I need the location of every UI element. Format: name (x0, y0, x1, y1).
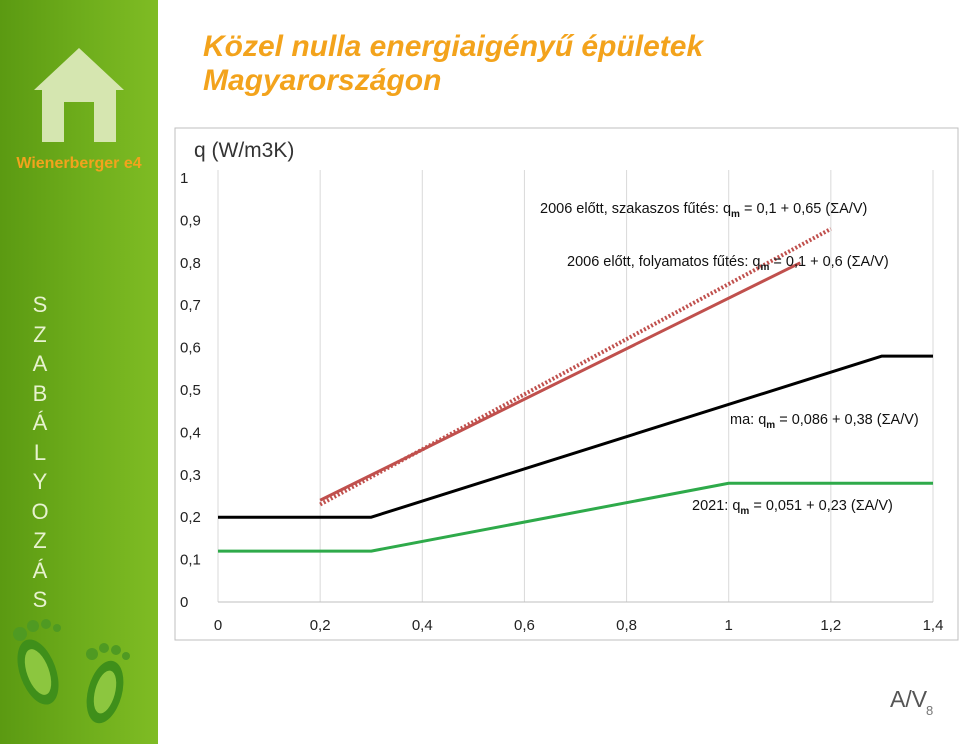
annotation-3: 2021: qm = 0,051 + 0,23 (ΣA/V) (692, 498, 893, 517)
annotation-formula: = 0,051 + 0,23 (ΣA/V) (749, 498, 893, 514)
y-tick-label: 0,5 (180, 382, 201, 399)
y-tick-label: 0,3 (180, 467, 201, 484)
annotation-formula: = 0,1 + 0,65 (ΣA/V) (740, 201, 867, 217)
vertical-letter: A (32, 351, 48, 376)
y-tick-label: 0,7 (180, 297, 201, 314)
annotation-2: ma: qm = 0,086 + 0,38 (ΣA/V) (730, 412, 919, 431)
slide-title: Közel nulla energiaigényű épületek Magya… (203, 30, 703, 98)
y-tick-label: 0,8 (180, 255, 201, 272)
annotation-subscript: m (760, 262, 769, 273)
footprints-icon (13, 619, 130, 724)
annotation-subscript: m (731, 209, 740, 220)
annotation-text: 2021: q (692, 498, 740, 514)
vertical-letter: S (32, 292, 48, 317)
vertical-letter: S (32, 587, 48, 612)
x-tick-label: 0,8 (616, 617, 637, 634)
y-tick-label: 0,1 (180, 552, 201, 569)
vertical-letter: O (31, 498, 49, 524)
x-tick-label: 0,6 (514, 617, 535, 634)
y-tick-label: 0,4 (180, 424, 201, 441)
y-tick-label: 1 (180, 170, 188, 187)
brand-label: Wienerberger e4 (16, 155, 142, 172)
house-logo-icon (34, 48, 124, 142)
y-tick-label: 0,6 (180, 340, 201, 357)
slide-number: 8 (926, 703, 934, 718)
annotation-formula: = 0,086 + 0,38 (ΣA/V) (775, 412, 919, 428)
vertical-letter: L (33, 439, 47, 465)
annotation-1: 2006 előtt, folyamatos fűtés: qm = 0,1 +… (567, 254, 889, 273)
vertical-letter: Á (32, 410, 48, 435)
x-axis-label: A/V (890, 686, 928, 712)
plot-frame (174, 127, 959, 641)
y-axis-label: q (W/m3K) (194, 139, 294, 162)
annotation-text: 2006 előtt, szakaszos fűtés: q (540, 201, 731, 217)
x-tick-label: 1 (725, 617, 733, 634)
vertical-letter: Z (33, 528, 47, 553)
series-line-current (218, 354, 933, 519)
x-tick-label: 0 (214, 617, 222, 634)
title-line-2: Magyarországon (203, 64, 442, 97)
y-tick-label: 0,2 (180, 509, 201, 526)
y-tick-label: 0 (180, 594, 188, 611)
annotation-formula: = 0,1 + 0,6 (ΣA/V) (769, 254, 888, 270)
annotation-0: 2006 előtt, szakaszos fűtés: qm = 0,1 + … (540, 201, 867, 220)
vertical-letter: Y (32, 469, 48, 494)
y-tick-label: 0,9 (180, 212, 201, 229)
annotation-subscript: m (766, 420, 775, 431)
vertical-letter: Z (33, 321, 47, 347)
annotation-text: ma: q (730, 412, 766, 428)
vertical-letter: Á (32, 557, 48, 583)
annotation-subscript: m (740, 506, 749, 517)
x-tick-label: 1,4 (923, 617, 944, 634)
x-tick-label: 0,2 (310, 617, 331, 634)
x-tick-label: 1,2 (820, 617, 841, 634)
series-line-continuous (319, 261, 801, 502)
x-tick-label: 0,4 (412, 617, 433, 634)
series-line-y2021 (218, 481, 933, 553)
title-line-1: Közel nulla energiaigényű épületek (203, 30, 704, 63)
annotation-text: 2006 előtt, folyamatos fűtés: q (567, 254, 760, 270)
vertical-letter: B (32, 380, 48, 406)
